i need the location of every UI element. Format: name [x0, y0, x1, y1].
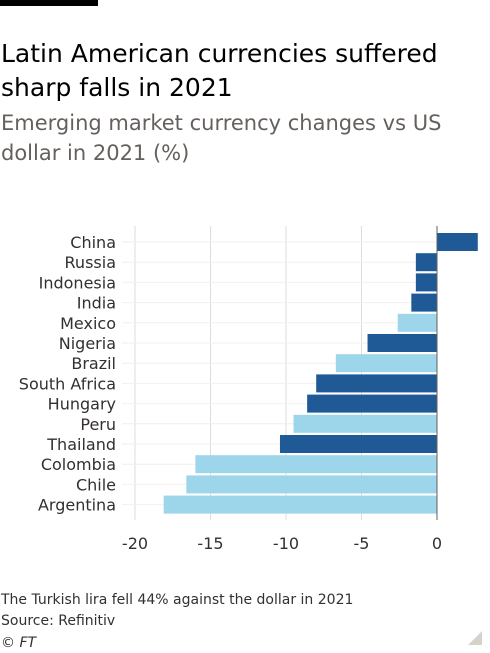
category-label: Indonesia	[39, 273, 116, 292]
bar-nigeria	[367, 334, 437, 352]
bar-argentina	[163, 495, 437, 514]
bar-chile	[186, 475, 437, 494]
category-label: Thailand	[46, 435, 116, 454]
bar-china	[437, 233, 478, 251]
category-label: Hungary	[48, 395, 116, 414]
bar-indonesia	[415, 273, 437, 292]
category-label: Brazil	[71, 354, 116, 373]
x-tick-label: -10	[273, 534, 299, 553]
category-label: Argentina	[38, 496, 116, 515]
chart-title: Latin American currencies suffered sharp…	[1, 38, 438, 102]
category-label: South Africa	[19, 374, 116, 393]
category-label: Colombia	[41, 455, 116, 474]
bar-mexico	[397, 313, 437, 332]
category-label: Russia	[65, 253, 116, 272]
resize-corner-icon	[468, 631, 482, 645]
bar-hungary	[307, 394, 437, 413]
chart-subtitle: Emerging market currency changes vs US d…	[1, 111, 442, 165]
bar-peru	[293, 414, 437, 433]
footnote: The Turkish lira fell 44% against the do…	[1, 592, 354, 608]
category-label: China	[70, 233, 116, 252]
x-tick-label: -15	[197, 534, 223, 553]
category-label: India	[77, 294, 116, 313]
ft-top-rule	[0, 0, 98, 6]
bar-colombia	[195, 455, 437, 474]
category-label: Mexico	[60, 314, 116, 333]
category-label: Nigeria	[59, 334, 116, 353]
bar-south-africa	[316, 374, 437, 393]
x-tick-label: 0	[432, 534, 442, 553]
x-tick-label: -20	[122, 534, 148, 553]
bar-russia	[415, 253, 437, 272]
x-tick-label: -5	[354, 534, 370, 553]
category-label: Peru	[80, 415, 116, 434]
copyright: © FT	[1, 635, 37, 651]
bar-thailand	[279, 435, 437, 453]
bar-brazil	[335, 354, 437, 373]
bar-india	[411, 293, 437, 312]
source-line: Source: Refinitiv	[1, 613, 116, 629]
category-label: Chile	[76, 475, 116, 494]
